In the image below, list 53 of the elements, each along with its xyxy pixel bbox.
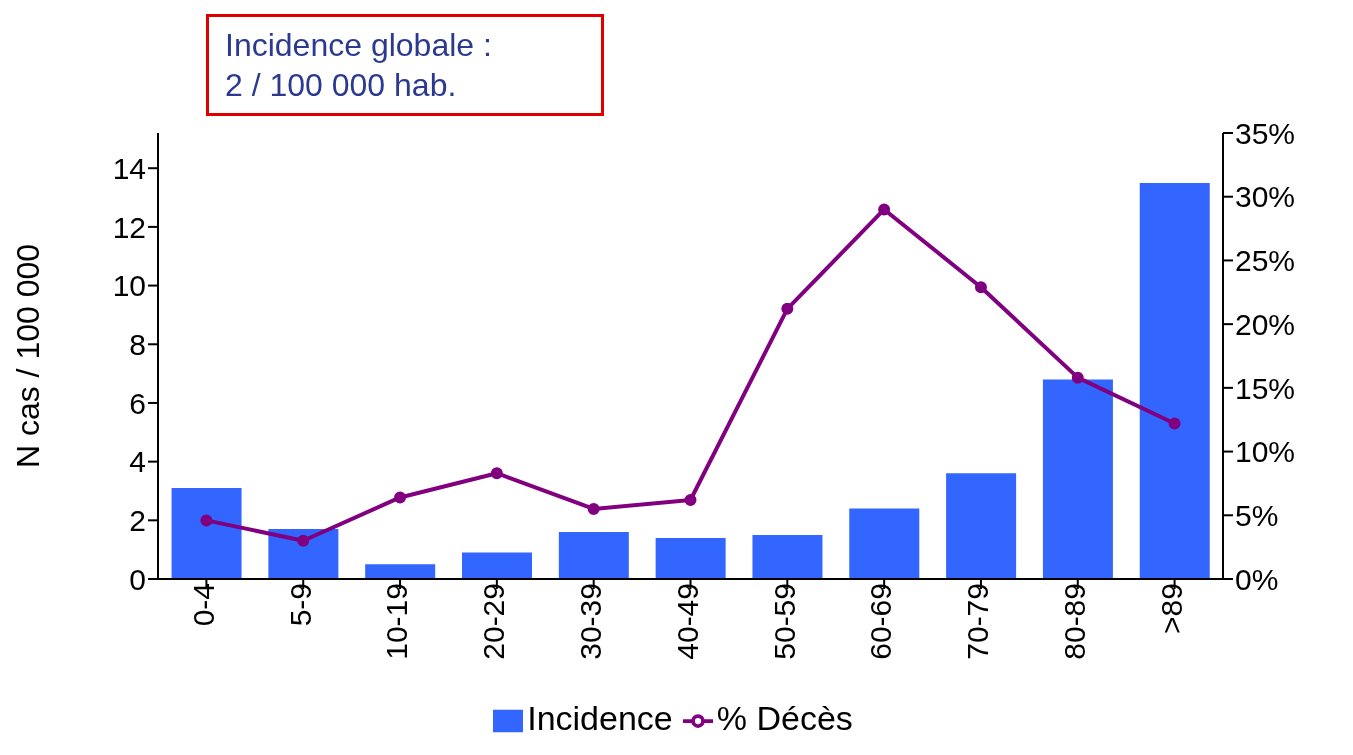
y2-tick-label: 30% [1235,180,1296,214]
bar [752,534,823,579]
point [684,493,697,506]
y-axis-title: N cas / 100 000 [10,243,47,469]
legend-label: Incidence [527,699,673,737]
x-tick-label: 60-69 [864,583,898,660]
bar [946,473,1017,579]
y-tick-label: 6 [129,386,146,420]
bar [1042,379,1113,579]
y2-tick-label: 35% [1235,116,1296,150]
point [878,203,891,216]
y2-tick-label: 20% [1235,307,1296,341]
point [490,467,503,480]
x-tick-label: 5-9 [283,583,317,627]
x-tick-label: 30-39 [573,583,607,660]
y2-tick-label: 25% [1235,244,1296,278]
point [297,534,310,547]
x-tick-label: 20-29 [477,583,511,660]
bar [655,537,726,579]
bar [171,488,242,579]
y-tick-label: 0 [129,562,146,596]
x-tick-label: 70-79 [961,583,995,660]
bar [1139,182,1210,579]
point [200,514,213,527]
bar [462,552,533,579]
y-tick-label: 12 [112,210,146,244]
y2-tick-label: 5% [1235,498,1279,532]
point [394,491,407,504]
point [1071,371,1084,384]
x-tick-label: 50-59 [767,583,801,660]
x-tick-label: >89 [1154,583,1188,634]
y2-tick-label: 10% [1235,435,1296,469]
y-tick-label: 2 [129,503,146,537]
x-tick-label: 10-19 [380,583,414,660]
bar [268,529,339,579]
bar [558,532,629,579]
point [587,502,600,515]
x-tick-label: 0-4 [186,583,220,627]
y2-tick-label: 15% [1235,371,1296,405]
x-tick-label: 40-49 [670,583,704,660]
legend-label: % Décès [716,699,853,737]
point [974,281,987,294]
y-tick-label: 8 [129,327,146,361]
text: Incidence globale : 2 / 100 000 hab. [206,14,604,116]
x-tick-label: 80-89 [1058,583,1092,660]
y-tick-label: 10 [112,269,146,303]
y-tick-label: 4 [129,445,146,479]
point [781,302,794,315]
bar [849,508,920,579]
point [1168,417,1181,430]
y2-tick-label: 0% [1235,562,1279,596]
y-tick-label: 14 [112,151,146,185]
bar [365,564,436,579]
